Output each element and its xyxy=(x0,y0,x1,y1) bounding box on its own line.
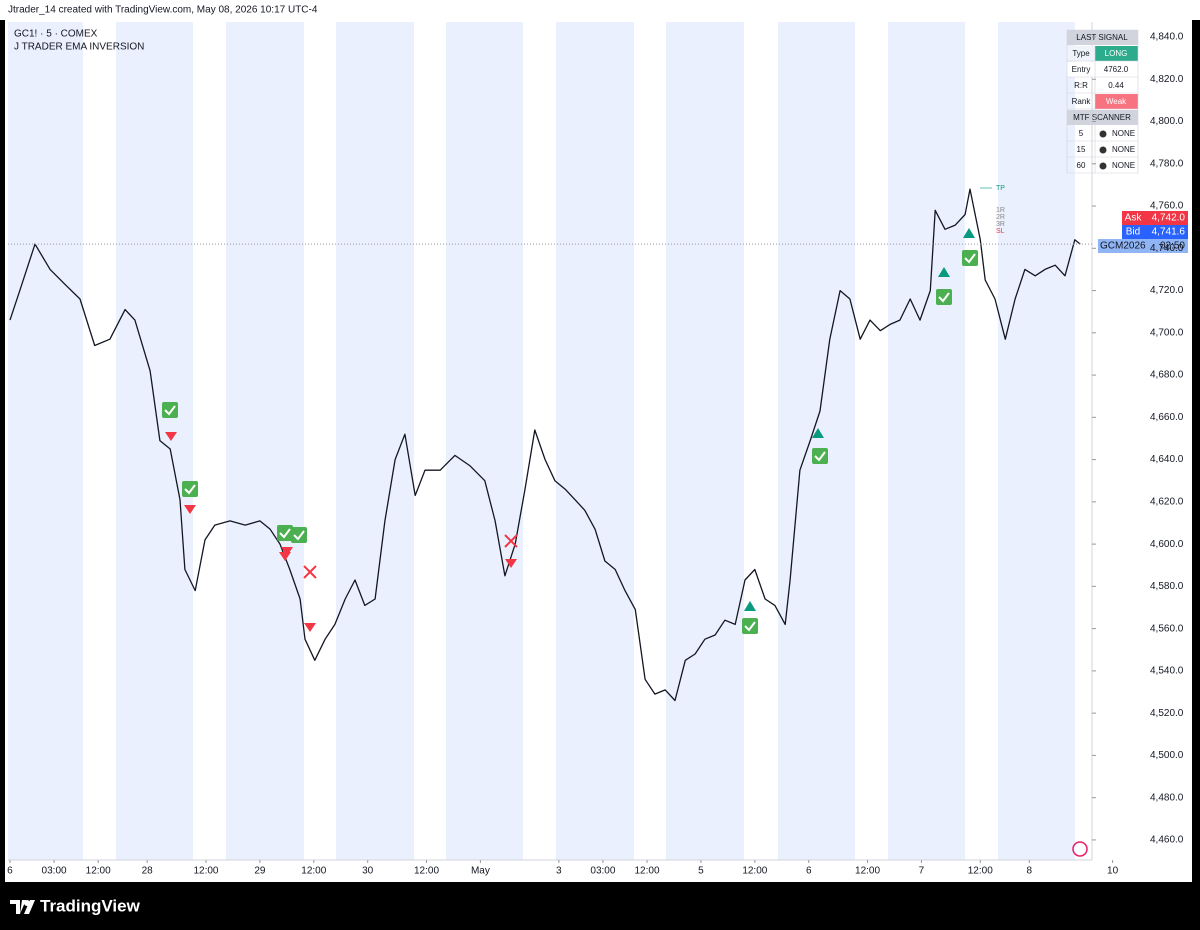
x-tick-label: 03:00 xyxy=(42,866,67,877)
signal-table: LAST SIGNAL Type LONG Entry 4762.0 R:R 0… xyxy=(1066,29,1139,174)
x-tick-label: 29 xyxy=(254,866,266,877)
x-tick-label: 12:00 xyxy=(968,866,993,877)
scanner-title: MTF SCANNER xyxy=(1073,113,1131,122)
table-cell: 60 xyxy=(1077,161,1086,170)
x-tick-label: 7 xyxy=(919,866,925,877)
x-tick-label: 3 xyxy=(556,866,562,877)
table-cell: NONE xyxy=(1112,161,1135,170)
y-tick-label: 4,700.0 xyxy=(1150,327,1184,338)
y-tick-label: 4,800.0 xyxy=(1150,116,1184,127)
table-cell: Entry xyxy=(1072,65,1091,74)
table-cell: R:R xyxy=(1074,81,1088,90)
y-tick-label: 4,820.0 xyxy=(1150,74,1184,85)
y-tick-label: 4,460.0 xyxy=(1150,835,1184,846)
header-bar xyxy=(0,0,1200,20)
table-title: LAST SIGNAL xyxy=(1076,33,1128,42)
y-tick-label: 4,500.0 xyxy=(1150,750,1184,761)
y-tick-label: 4,680.0 xyxy=(1150,370,1184,381)
level-label: 2R xyxy=(996,214,1005,221)
table-cell: Type xyxy=(1072,49,1090,58)
table-cell: Weak xyxy=(1106,97,1127,106)
table-cell: 5 xyxy=(1079,129,1084,138)
y-tick-label: 4,480.0 xyxy=(1150,792,1184,803)
legend-symbol: GC1! · 5 · COMEX xyxy=(14,29,98,40)
x-tick-label: 30 xyxy=(362,866,374,877)
x-tick-label: 12:00 xyxy=(301,866,326,877)
y-tick-label: 4,660.0 xyxy=(1150,412,1184,423)
bid-price: 4,741.6 xyxy=(1152,227,1186,238)
table-cell: NONE xyxy=(1112,145,1135,154)
table-cell: 0.44 xyxy=(1108,81,1124,90)
price-labels: Ask 4,742.0 Bid 4,741.6 GCM2026 02:50 xyxy=(1098,211,1188,253)
y-tick-label: 4,560.0 xyxy=(1150,623,1184,634)
y-tick-label: 4,840.0 xyxy=(1150,32,1184,43)
alert-icon[interactable] xyxy=(1072,841,1088,857)
contract-label: GCM2026 xyxy=(1100,241,1146,252)
level-label: TP xyxy=(996,185,1005,192)
y-tick-label: 4,600.0 xyxy=(1150,539,1184,550)
table-cell: 4762.0 xyxy=(1104,65,1129,74)
table-cell: 15 xyxy=(1077,145,1086,154)
bid-label: Bid xyxy=(1126,227,1140,238)
x-tick-label: 6 xyxy=(7,866,13,877)
price-line xyxy=(9,188,1081,702)
x-tick-label: 10 xyxy=(1107,866,1119,877)
table-cell: Rank xyxy=(1072,97,1092,106)
table-cell: LONG xyxy=(1105,49,1128,58)
level-labels: TP 1R 2R 3R SL xyxy=(980,185,1005,235)
y-tick-label: 4,540.0 xyxy=(1150,666,1184,677)
y-tick-label: 4,760.0 xyxy=(1150,201,1184,212)
x-tick-label: 12:00 xyxy=(414,866,439,877)
level-label: SL xyxy=(996,228,1005,235)
x-tick-label: 12:00 xyxy=(742,866,767,877)
y-tick-label: 4,640.0 xyxy=(1150,454,1184,465)
x-tick-label: 12:00 xyxy=(193,866,218,877)
x-tick-label: 6 xyxy=(806,866,812,877)
legend-indicator: J TRADER EMA INVERSION xyxy=(14,42,144,53)
y-tick-label: 4,720.0 xyxy=(1150,285,1184,296)
logo-text: TradingView xyxy=(40,896,141,915)
y-tick-label: 4,620.0 xyxy=(1150,496,1184,507)
signal-markers xyxy=(162,228,978,634)
x-tick-label: 5 xyxy=(698,866,704,877)
x-tick-label: 12:00 xyxy=(635,866,660,877)
x-tick-label: 12:00 xyxy=(855,866,880,877)
x-tick-label: 28 xyxy=(142,866,154,877)
header-title: Jtrader_14 created with TradingView.com,… xyxy=(8,5,318,16)
ask-label: Ask xyxy=(1125,213,1143,224)
x-tick-label: 12:00 xyxy=(86,866,111,877)
y-tick-label: 4,780.0 xyxy=(1150,158,1184,169)
x-tick-label: 03:00 xyxy=(590,866,615,877)
ask-price: 4,742.0 xyxy=(1152,213,1186,224)
y-tick-label: 4,740.0 xyxy=(1150,243,1184,254)
plot xyxy=(8,188,1092,702)
y-tick-label: 4,520.0 xyxy=(1150,708,1184,719)
y-tick-label: 4,580.0 xyxy=(1150,581,1184,592)
x-tick-label: 8 xyxy=(1026,866,1032,877)
x-tick-label: May xyxy=(471,866,490,877)
footer-logo: TradingView xyxy=(10,896,141,915)
level-label: 1R xyxy=(996,207,1005,214)
countdown: 02:50 xyxy=(1160,241,1185,252)
level-label: 3R xyxy=(996,221,1005,228)
sessions xyxy=(8,22,1075,860)
table-cell: NONE xyxy=(1112,129,1135,138)
